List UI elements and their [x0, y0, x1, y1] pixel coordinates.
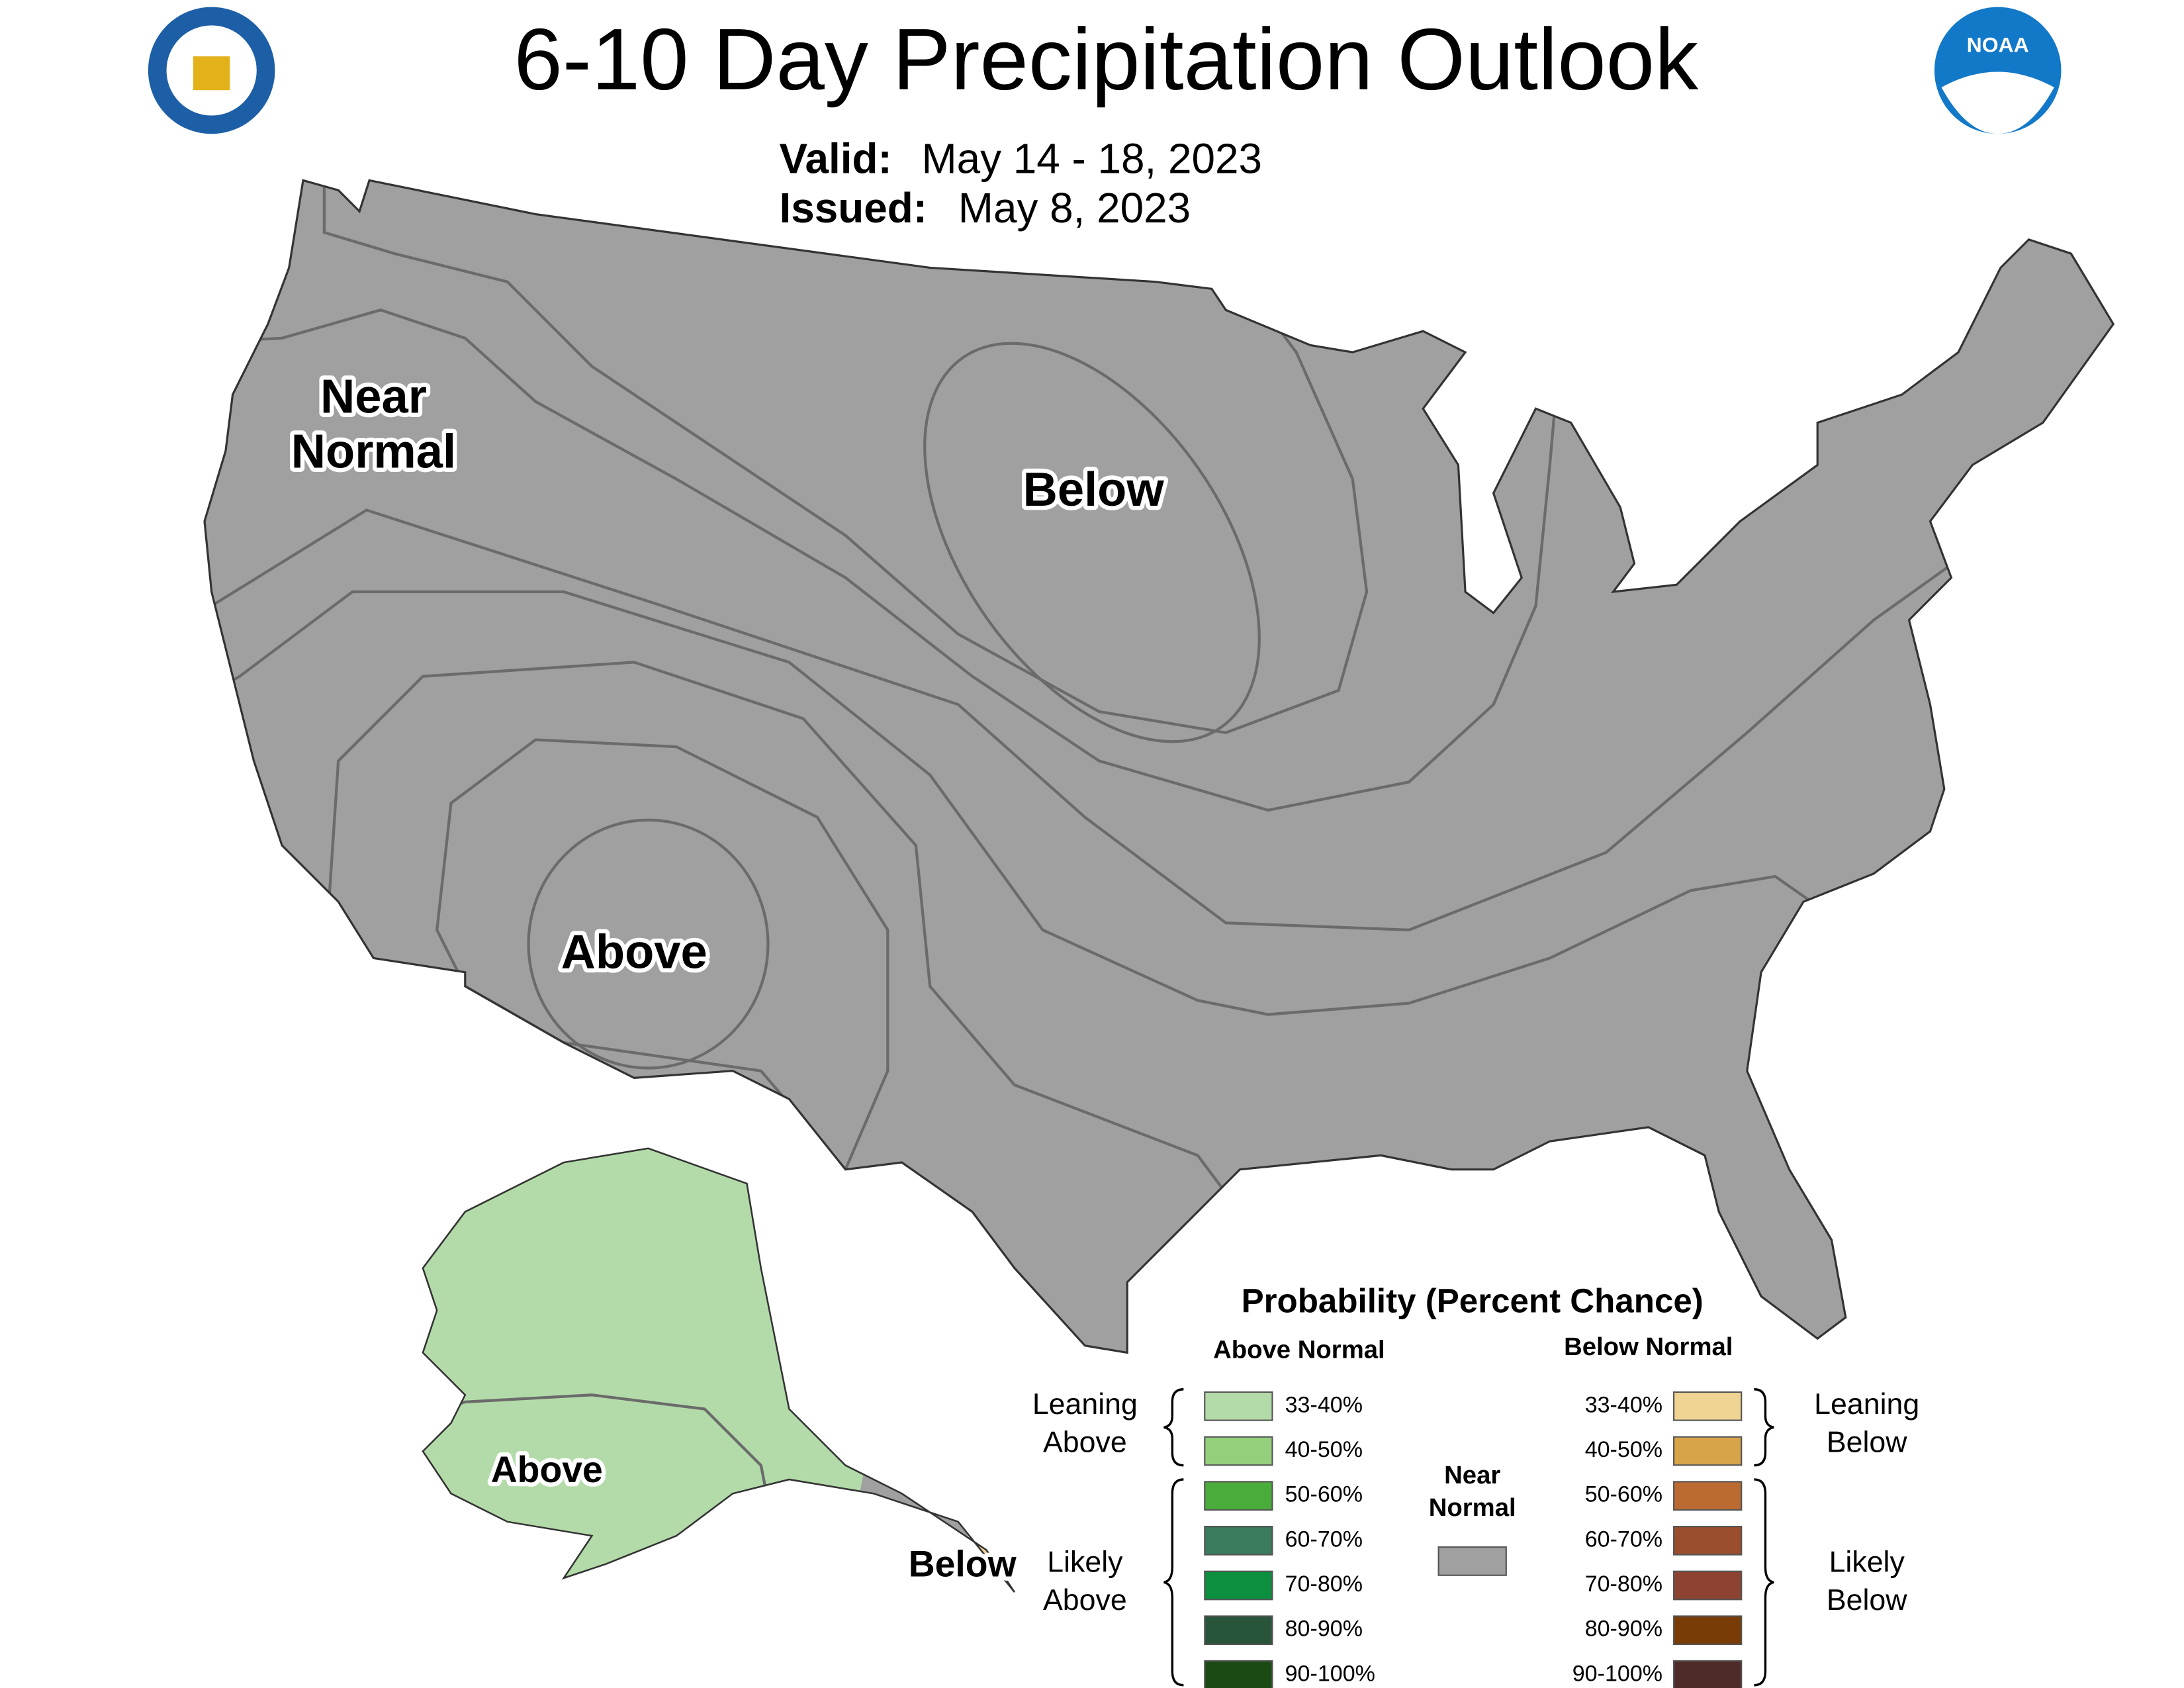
legend-group-label: Above — [1043, 1427, 1127, 1459]
legend-group-label: Leaning — [1032, 1388, 1138, 1421]
legend-item-label: 70-80% — [1285, 1571, 1363, 1597]
legend-group-label: Likely — [1829, 1546, 1905, 1579]
legend-group-label: Below — [1827, 1427, 1907, 1459]
issued-date: May 8, 2023 — [958, 184, 1191, 232]
map-label: Above — [561, 925, 707, 978]
conus-map — [205, 180, 2114, 1353]
valid-date: May 14 - 18, 2023 — [921, 135, 1262, 183]
legend-item-label: 60-70% — [1285, 1526, 1363, 1552]
legend-swatch — [1673, 1436, 1743, 1466]
legend-group-label: Likely — [1047, 1546, 1123, 1579]
above-40-50-area — [205, 590, 2114, 1353]
legend-near-label: Normal — [1429, 1493, 1516, 1522]
map-label: Below — [909, 1544, 1017, 1585]
legend-item-label: 90-100% — [1572, 1661, 1662, 1686]
title: 6-10 Day Precipitation Outlook — [514, 11, 1699, 108]
below-50-60-area — [923, 342, 1261, 743]
legend-swatch — [1204, 1391, 1273, 1421]
legend-swatch — [1673, 1660, 1743, 1688]
legend-group-label: Leaning — [1814, 1388, 1919, 1421]
legend-swatch — [1204, 1660, 1273, 1688]
alaska-outline — [422, 1147, 1015, 1593]
brace — [1754, 1388, 1774, 1467]
noaa-text: NOAA — [1967, 33, 2029, 57]
legend-swatch — [1437, 1546, 1507, 1576]
issued-label: Issued: — [779, 184, 927, 232]
legend-header: Above Normal — [1213, 1335, 1385, 1364]
legend-item-label: 80-90% — [1585, 1617, 1662, 1642]
legend-item-label: 60-70% — [1585, 1526, 1662, 1552]
legend-swatch — [1204, 1570, 1273, 1601]
seal-shield — [193, 56, 230, 91]
legend-near-label: Near — [1444, 1461, 1500, 1489]
commerce-seal — [148, 7, 275, 134]
conus-outline — [203, 179, 2115, 1354]
valid-label: Valid: — [779, 135, 891, 183]
map-label: Near — [320, 370, 427, 424]
legend-item-label: 70-80% — [1585, 1571, 1662, 1597]
noaa-logo: NOAA — [1934, 7, 2062, 134]
map-label: Normal — [291, 425, 456, 479]
legend-swatch — [1673, 1615, 1743, 1646]
legend-swatch — [1673, 1526, 1743, 1556]
legend-swatch — [1673, 1391, 1743, 1421]
map-label: Above — [491, 1449, 603, 1490]
legend-item-label: 80-90% — [1285, 1617, 1363, 1642]
legend-group-label: Above — [1043, 1584, 1127, 1617]
legend-item-label: 40-50% — [1585, 1437, 1662, 1462]
legend-item-label: 40-50% — [1285, 1437, 1363, 1462]
legend-item-label: 33-40% — [1285, 1392, 1363, 1417]
above-33-40-area — [205, 508, 2114, 1353]
legend-swatch — [1673, 1481, 1743, 1511]
legend-swatch — [1673, 1570, 1743, 1601]
legend-item-label: 33-40% — [1585, 1392, 1662, 1417]
legend-item-label: 50-60% — [1585, 1482, 1662, 1507]
brace — [1163, 1478, 1184, 1687]
alaska-above-40-50 — [422, 1393, 791, 1593]
noaa-wave — [1941, 71, 2054, 134]
legend-item-label: 50-60% — [1285, 1482, 1363, 1507]
legend: Probability (Percent Chance) Above Norma… — [1032, 1282, 1919, 1688]
legend-swatch — [1204, 1436, 1273, 1466]
legend-item-label: 90-100% — [1285, 1661, 1375, 1686]
above-70-80-area — [527, 818, 770, 1070]
legend-header: Below Normal — [1564, 1333, 1733, 1361]
brace — [1754, 1478, 1774, 1687]
map-label: Below — [1023, 463, 1165, 516]
legend-swatch — [1204, 1526, 1273, 1556]
legend-group-label: Below — [1827, 1584, 1907, 1617]
below-33-40-area — [205, 180, 1580, 812]
brace — [1163, 1388, 1184, 1467]
legend-swatch — [1204, 1481, 1273, 1511]
legend-swatch — [1204, 1615, 1273, 1646]
legend-title: Probability (Percent Chance) — [1242, 1282, 1704, 1319]
